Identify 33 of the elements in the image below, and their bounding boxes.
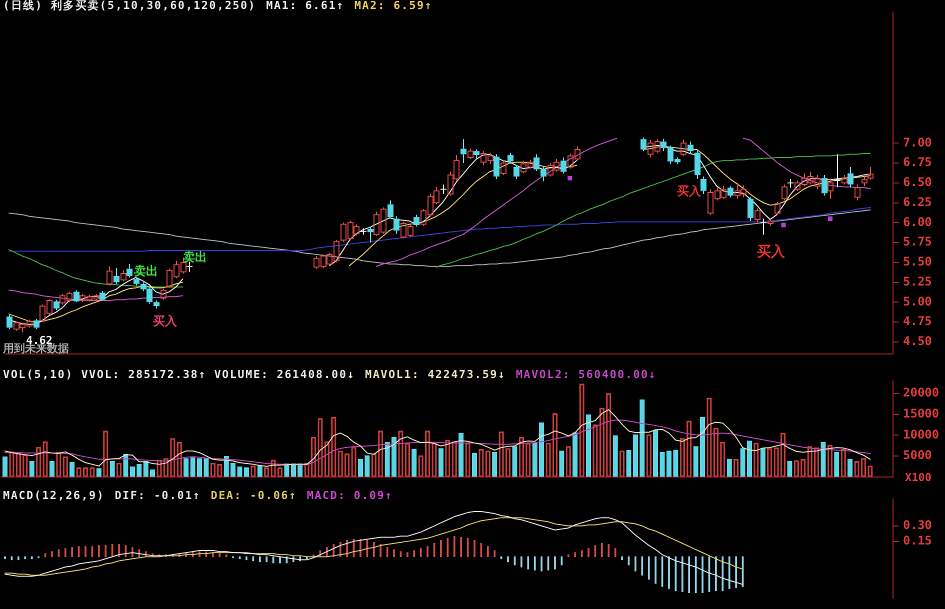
chart-title: MACD(12,26,9) xyxy=(3,489,105,502)
text: DEA: -0.06↑ xyxy=(210,489,297,502)
text: MA1: 6.61↑ xyxy=(266,0,344,12)
y-tick-label: 5.50 xyxy=(903,254,932,269)
annotation: 买入 xyxy=(153,314,177,328)
text: MA2: 6.59↑ xyxy=(354,0,433,12)
chart-title: VOL(5,10) VVOL: 285172.38↑ VOLUME: 261408.00↓ xyxy=(3,368,356,381)
text: MAVOL2: 560400.00↓ xyxy=(516,368,657,381)
y-tick-label: 20000 xyxy=(903,386,940,400)
annotation: 卖出 xyxy=(134,264,158,278)
annotation: 卖出 xyxy=(183,250,207,264)
y-tick-label: 5.25 xyxy=(903,274,932,288)
annotation: 买入 xyxy=(677,184,701,198)
y-tick-label: 5.00 xyxy=(903,294,932,308)
y-tick-label: 6.75 xyxy=(903,155,932,170)
y-tick-label: 6.50 xyxy=(903,175,932,190)
y-tick-label: 10000 xyxy=(903,427,940,442)
chart-title: (日线) 利多买卖(5,10,30,60,120,250) xyxy=(3,0,256,12)
text: DIF: -0.01↑ xyxy=(114,489,201,502)
y-tick-label: 4.50 xyxy=(903,334,932,348)
y-tick-label: 5000 xyxy=(903,448,932,462)
y-tick-label: 15000 xyxy=(903,406,940,420)
y-axis-title: X100 xyxy=(905,471,932,484)
annotation: 买入 xyxy=(757,244,785,260)
y-tick-label: 6.00 xyxy=(903,214,932,229)
y-tick-label: 5.75 xyxy=(903,234,932,249)
y-tick-label: 4.75 xyxy=(903,314,932,328)
annotation: MACD: 0.09↑ xyxy=(306,489,393,502)
y-tick-label: 0.15 xyxy=(903,533,932,548)
y-tick-label: 6.25 xyxy=(903,194,932,209)
y-tick-label: 0.30 xyxy=(903,518,932,532)
y-tick-label: 7.00 xyxy=(903,135,932,150)
text: MAVOL1: 422473.59↓ xyxy=(365,368,506,381)
